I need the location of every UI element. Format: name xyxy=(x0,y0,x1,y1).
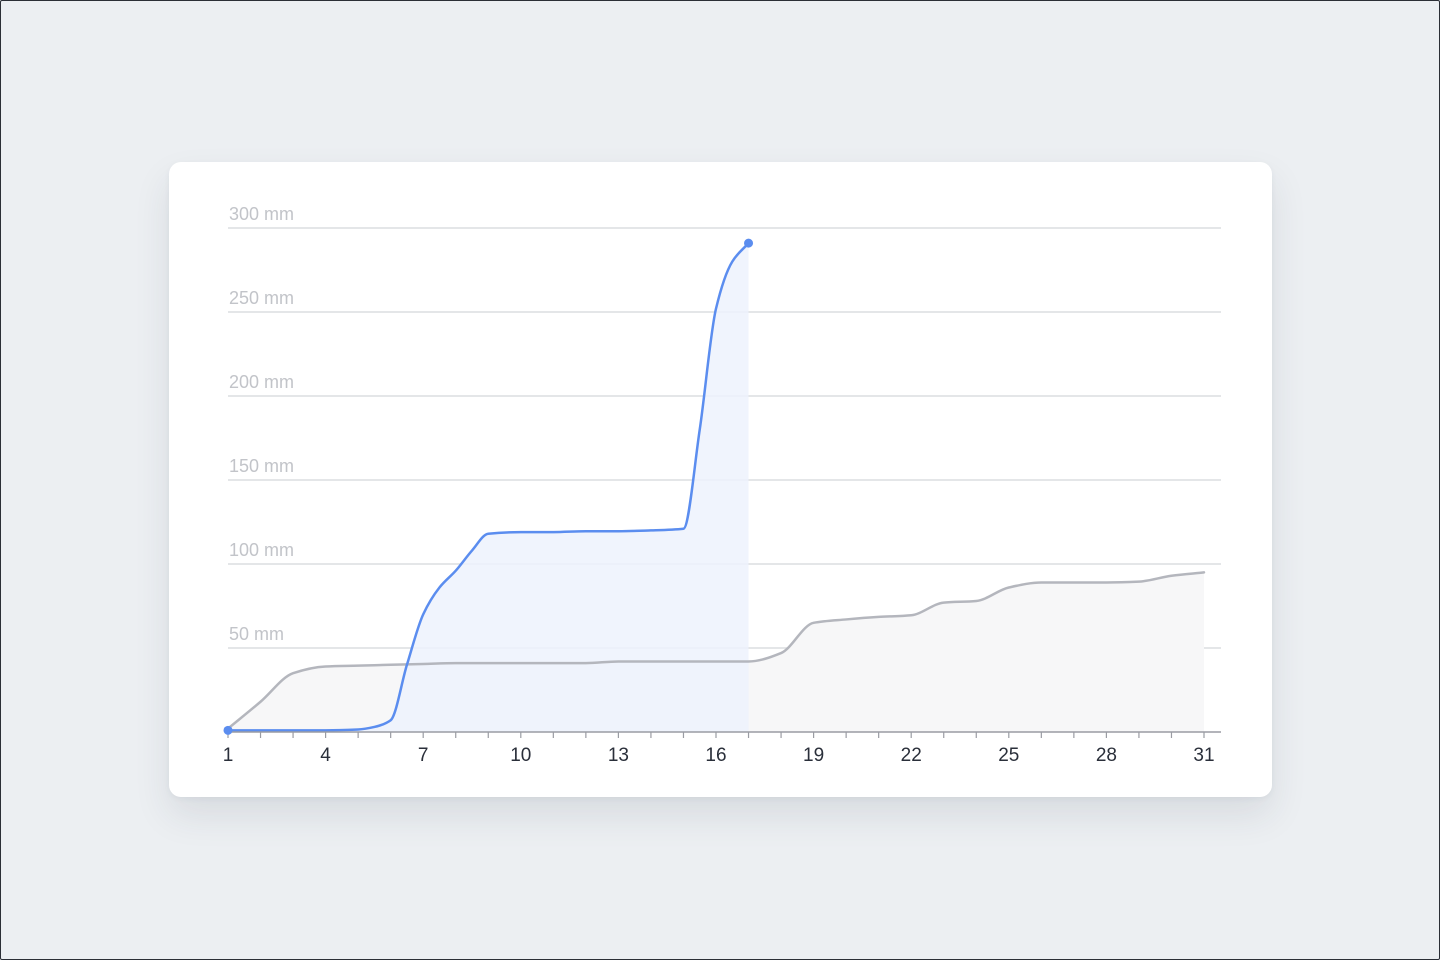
x-tick-label-1: 1 xyxy=(223,745,234,766)
x-tick-label-7: 7 xyxy=(418,745,429,766)
axis-labels: 50 mm 100 mm 150 mm 200 mm 250 mm 300 mm 1 4 7 10… xyxy=(223,204,1215,766)
average-line xyxy=(226,571,1206,730)
x-tick-label-22: 22 xyxy=(901,745,922,766)
current-end-point xyxy=(744,238,754,248)
y-tick-label-200: 200 mm xyxy=(229,372,294,392)
x-tick-label-13: 13 xyxy=(608,745,629,766)
x-tick-label-19: 19 xyxy=(803,745,824,766)
y-tick-label-100: 100 mm xyxy=(229,540,294,560)
x-tick-label-25: 25 xyxy=(998,745,1019,766)
x-tick-label-16: 16 xyxy=(705,745,726,766)
x-tick-label-4: 4 xyxy=(320,745,331,766)
current-line xyxy=(226,241,750,732)
y-tick-label-250: 250 mm xyxy=(229,288,294,308)
y-tick-label-50: 50 mm xyxy=(229,624,284,644)
rainfall-chart: 50 mm 100 mm 150 mm 200 mm 250 mm 300 mm 1 4 7 10… xyxy=(223,204,1221,766)
series-areas xyxy=(228,243,1204,732)
y-tick-label-150: 150 mm xyxy=(229,456,294,476)
x-tick-label-28: 28 xyxy=(1096,745,1117,766)
current-area xyxy=(228,243,749,732)
series-lines xyxy=(226,241,1206,732)
chart-card: 50 mm 100 mm 150 mm 200 mm 250 mm 300 mm 1 4 7 10… xyxy=(169,162,1272,797)
current-start-point xyxy=(223,725,233,735)
x-axis xyxy=(227,731,1221,738)
x-tick-label-31: 31 xyxy=(1193,745,1214,766)
series-markers xyxy=(223,238,754,735)
x-tick-label-10: 10 xyxy=(510,745,531,766)
y-tick-label-300: 300 mm xyxy=(229,204,294,224)
